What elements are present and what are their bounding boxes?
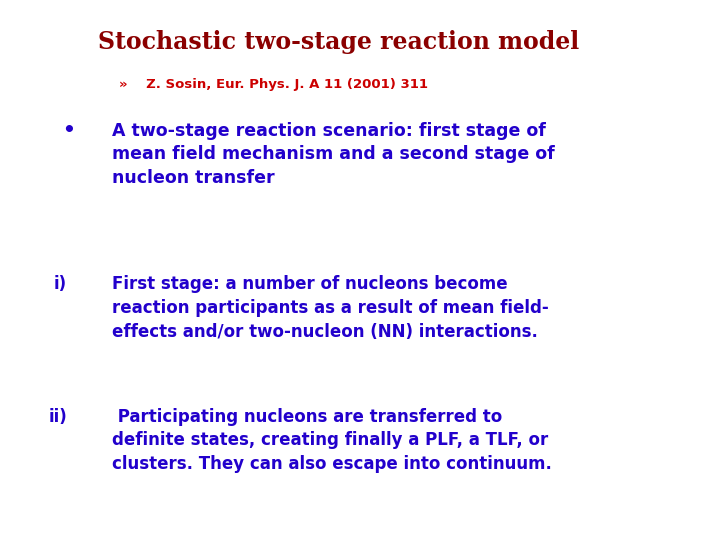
Text: A two-stage reaction scenario: first stage of
mean field mechanism and a second : A two-stage reaction scenario: first sta… [112, 122, 554, 187]
Text: Participating nucleons are transferred to
definite states, creating finally a PL: Participating nucleons are transferred t… [112, 408, 552, 473]
Text: »    Z. Sosin, Eur. Phys. J. A 11 (2001) 311: » Z. Sosin, Eur. Phys. J. A 11 (2001) 31… [119, 78, 428, 91]
Text: Stochastic two-stage reaction model: Stochastic two-stage reaction model [98, 30, 579, 53]
Text: First stage: a number of nucleons become
reaction participants as a result of me: First stage: a number of nucleons become… [112, 275, 549, 341]
Text: •: • [62, 122, 75, 140]
Text: i): i) [54, 275, 67, 293]
Text: ii): ii) [49, 408, 68, 426]
